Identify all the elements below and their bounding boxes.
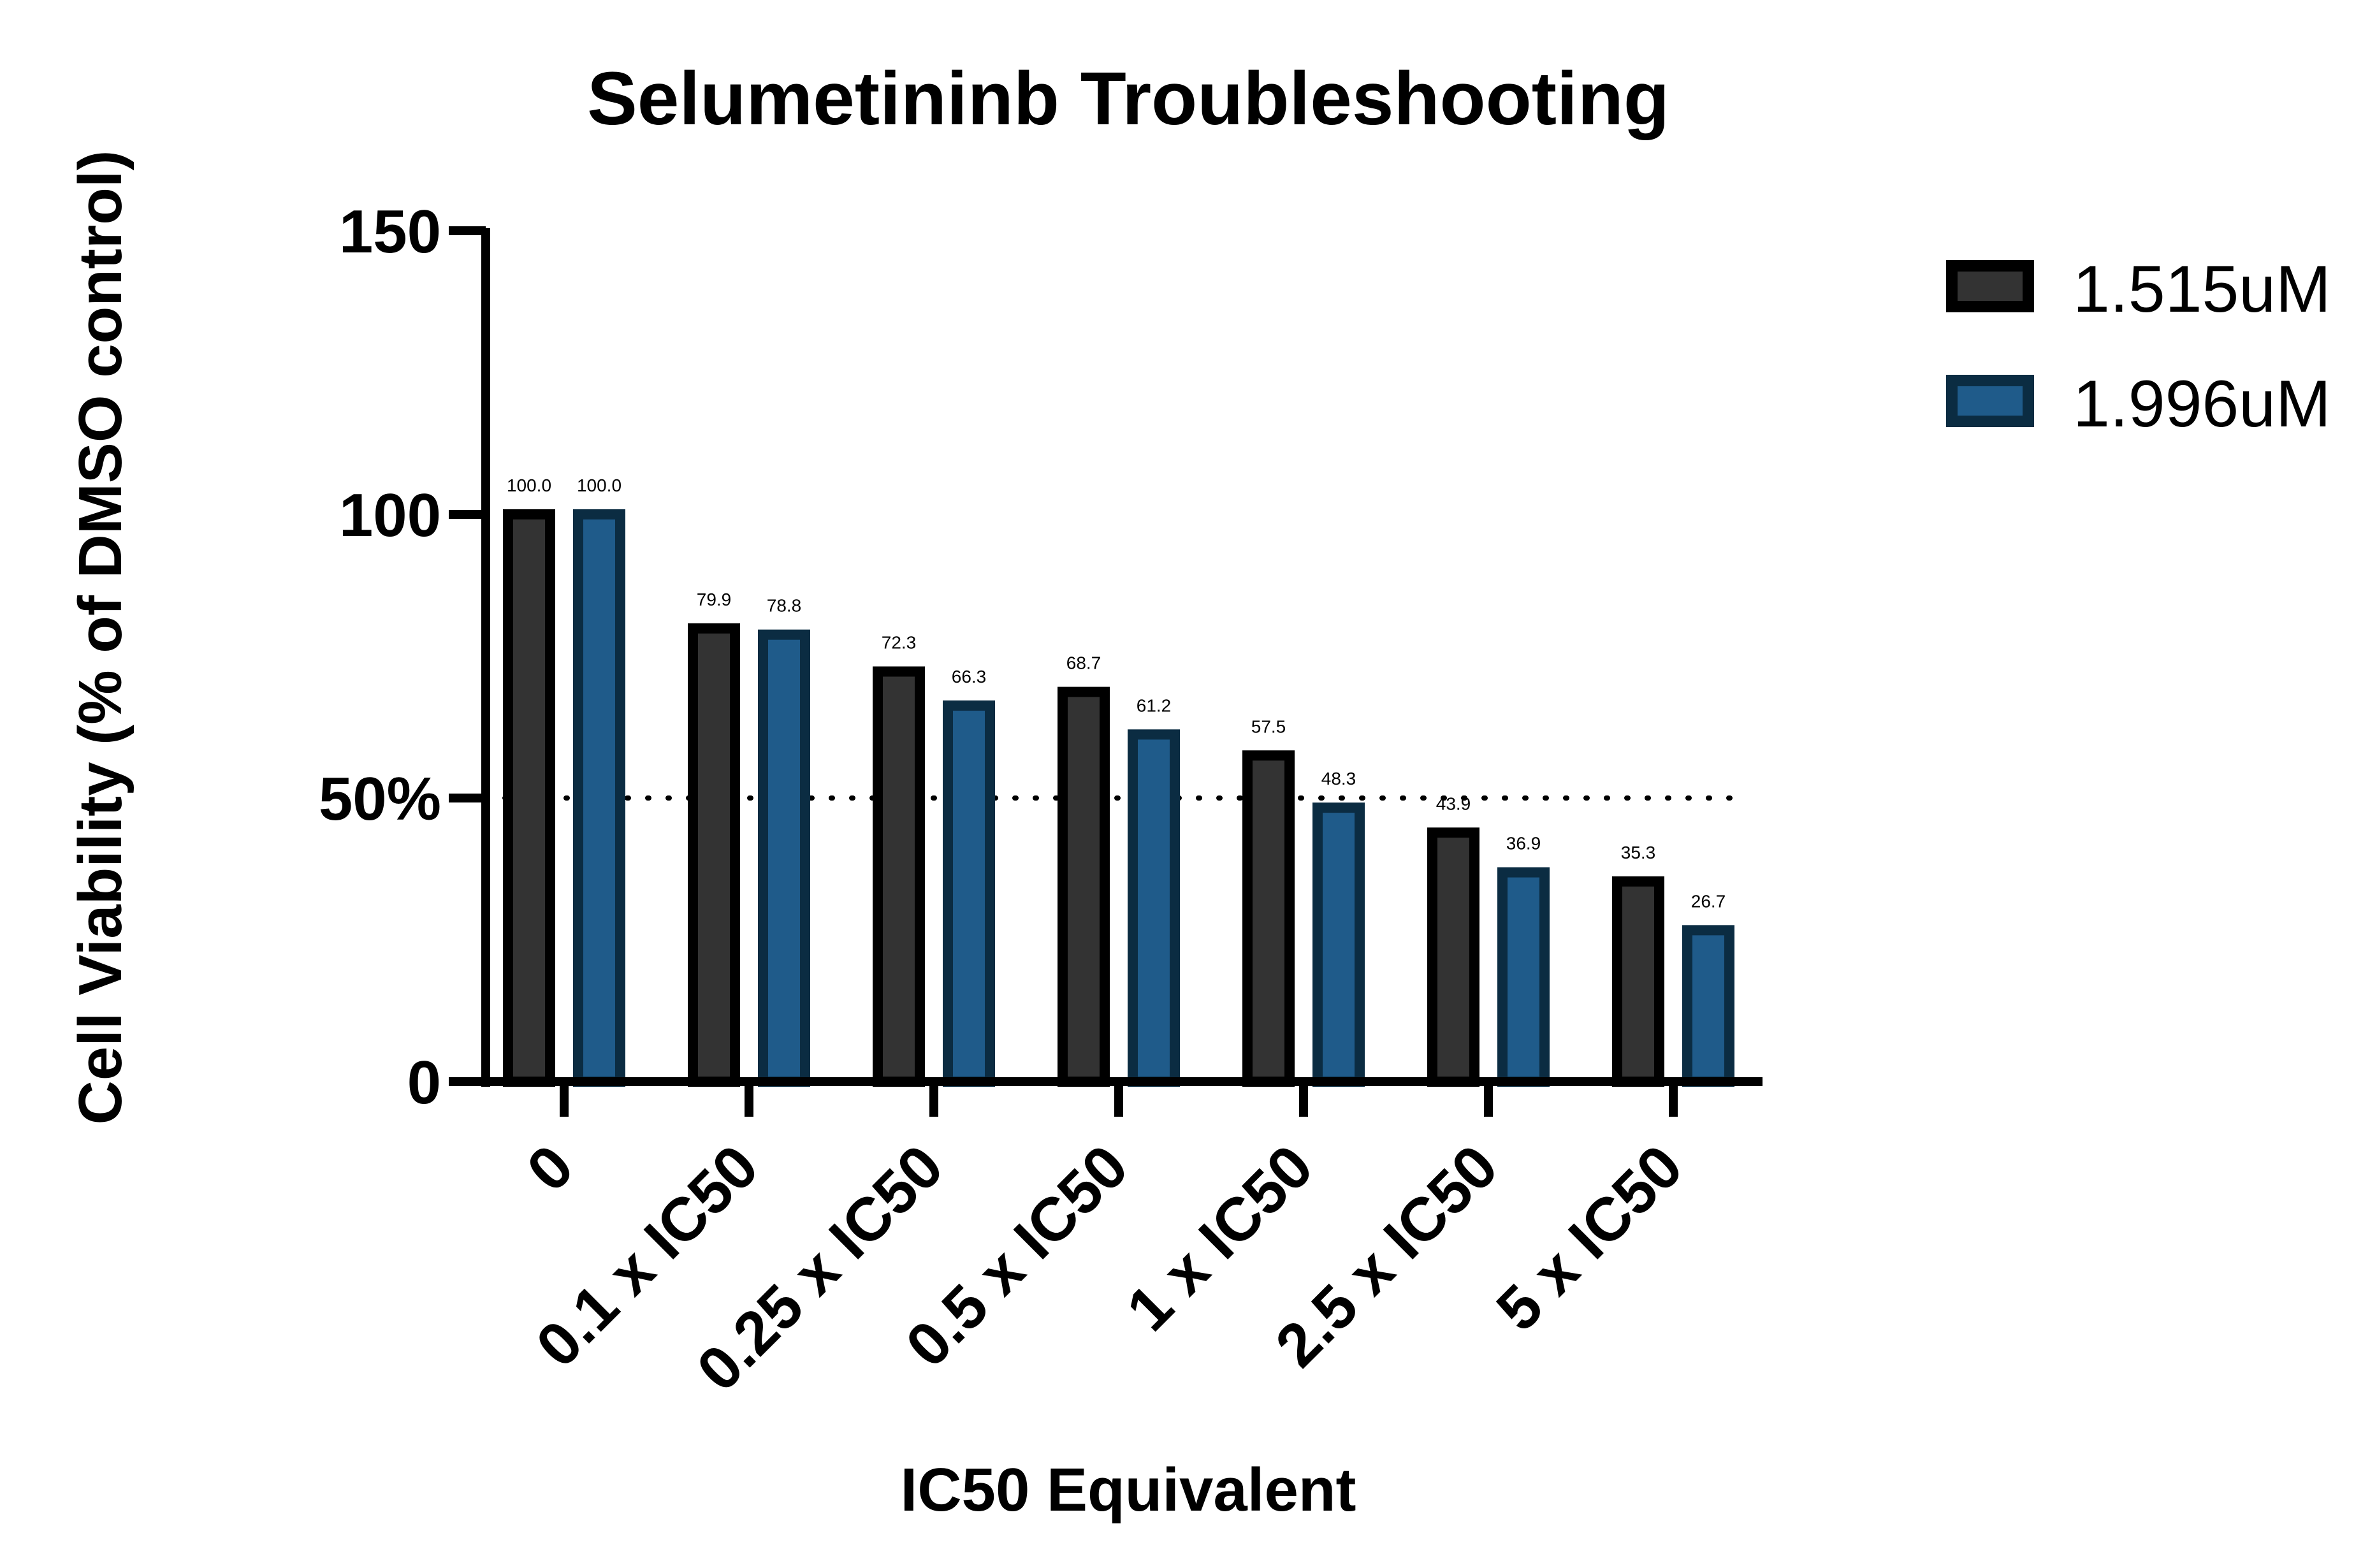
bar-series2-5 xyxy=(1497,867,1550,1087)
bar-series1-6 xyxy=(1612,876,1664,1087)
data-label: 72.3 xyxy=(882,633,917,653)
data-label: 57.5 xyxy=(1251,716,1286,736)
data-label: 26.7 xyxy=(1691,891,1726,911)
bars-layer xyxy=(503,509,1734,1087)
y-tick-label: 0 xyxy=(407,1049,441,1117)
legend: 1.515uM 1.996uM xyxy=(1946,252,2331,441)
data-label: 36.9 xyxy=(1506,834,1541,853)
data-label: 100.0 xyxy=(507,475,551,495)
data-label: 35.3 xyxy=(1621,843,1656,862)
bar-series2-4 xyxy=(1312,802,1365,1087)
bar-series1-4 xyxy=(1242,750,1295,1087)
y-tick-label: 100 xyxy=(339,481,441,549)
bar-series2-0 xyxy=(573,509,625,1087)
bar-series2-2 xyxy=(943,700,995,1087)
legend-swatch-1 xyxy=(1946,260,2034,312)
bar-series2-6 xyxy=(1682,925,1734,1087)
data-label: 68.7 xyxy=(1066,653,1101,673)
data-label: 48.3 xyxy=(1321,769,1356,788)
bar-series1-3 xyxy=(1058,686,1110,1087)
data-label: 66.3 xyxy=(952,667,987,686)
bar-series2-3 xyxy=(1128,729,1180,1087)
x-axis-label: IC50 Equivalent xyxy=(901,1456,1356,1524)
bar-series1-0 xyxy=(503,509,555,1087)
data-label: 100.0 xyxy=(577,475,622,495)
bar-series1-1 xyxy=(688,623,740,1087)
bar-series2-1 xyxy=(758,629,810,1087)
x-tick-label: 0 xyxy=(514,1132,586,1204)
bar-series1-2 xyxy=(873,666,925,1087)
chart-title: Selumetininb Troubleshooting xyxy=(587,57,1669,141)
data-label: 78.8 xyxy=(767,596,802,616)
y-tick-label: 150 xyxy=(339,198,441,266)
y-tick-label: 50% xyxy=(319,765,441,833)
data-label: 61.2 xyxy=(1137,695,1172,715)
y-axis-label: Cell Viability (% of DMSO control) xyxy=(66,150,134,1124)
data-label: 79.9 xyxy=(697,590,732,609)
legend-label-1: 1.515uM xyxy=(2073,252,2331,326)
bar-series1-5 xyxy=(1427,827,1479,1087)
data-labels-layer: 100.0 100.0 79.9 78.8 72.3 66.3 68.7 61.2 57.5 48… xyxy=(507,475,1726,911)
data-label: 43.9 xyxy=(1436,794,1471,813)
legend-swatch-2 xyxy=(1946,375,2034,427)
legend-label-2: 1.996uM xyxy=(2073,367,2331,441)
x-tick-label: 5 x IC50 xyxy=(1484,1132,1696,1344)
